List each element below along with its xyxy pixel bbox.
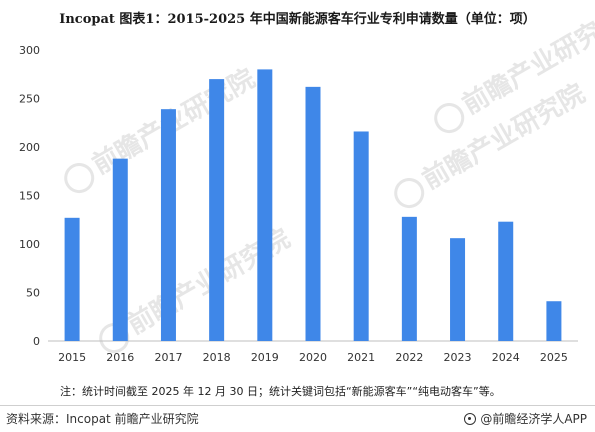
y-tick-label: 300 [19, 44, 40, 57]
y-tick-label: 200 [19, 141, 40, 154]
x-tick-label: 2018 [203, 351, 231, 364]
source-text: 资料来源：Incopat 前瞻产业研究院 [6, 412, 199, 426]
x-tick-label: 2024 [492, 351, 520, 364]
bar [209, 79, 225, 341]
bar [353, 131, 369, 341]
bar [160, 109, 176, 341]
x-tick-label: 2015 [58, 351, 86, 364]
bar [305, 86, 321, 341]
bar-chart: 0 50 100 150 200 250 300 2015 2016 2017 2018 2019 20… [19, 44, 578, 364]
y-tick-label: 250 [19, 93, 40, 106]
chart-note: 注：统计时间截至 2025 年 12 月 30 日；统计关键词包括“新能源客车”… [60, 385, 501, 398]
x-tick-label: 2022 [395, 351, 423, 364]
app-logo-icon [464, 412, 477, 425]
x-tick-label: 2020 [299, 351, 327, 364]
bar [112, 158, 128, 341]
app-label: @前瞻经济学人APP [480, 412, 587, 426]
chart-title: Incopat 图表1：2015-2025 年中国新能源客车行业专利申请数量（单… [59, 12, 536, 27]
bar [546, 301, 562, 341]
y-tick-label: 50 [26, 287, 40, 300]
bar [450, 238, 466, 341]
x-tick-label: 2025 [540, 351, 568, 364]
x-tick-label: 2023 [444, 351, 472, 364]
footer-divider [0, 405, 595, 432]
x-tick-label: 2019 [251, 351, 279, 364]
x-tick-label: 2021 [347, 351, 375, 364]
x-tick-label: 2016 [106, 351, 134, 364]
bar [401, 216, 417, 341]
bar [257, 69, 273, 342]
y-tick-label: 0 [33, 335, 40, 348]
app-credit: @前瞻经济学人APP [464, 410, 587, 427]
y-tick-label: 150 [19, 190, 40, 203]
y-tick-label: 100 [19, 238, 40, 251]
bar [64, 217, 80, 341]
bar [498, 221, 514, 341]
x-tick-label: 2017 [154, 351, 182, 364]
